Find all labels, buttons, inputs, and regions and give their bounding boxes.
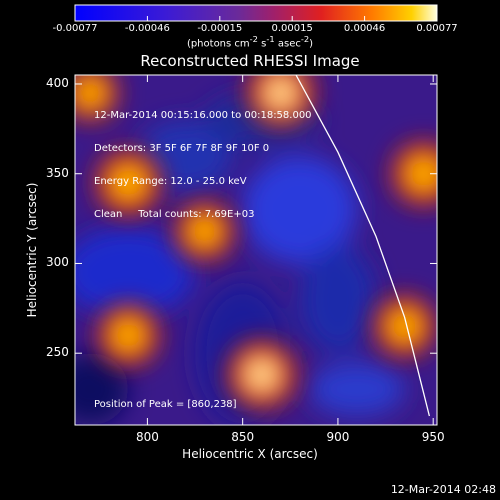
annotation-time: 12-Mar-2014 00:15:16.000 to 00:18:58.000 <box>94 110 312 121</box>
annotation-detectors: Detectors: 3F 5F 6F 7F 8F 9F 10F 0 <box>94 143 270 154</box>
colorbar-tick-label: -0.00015 <box>197 23 243 34</box>
emission-source <box>390 140 437 207</box>
background-band <box>75 353 129 425</box>
colorbar-tick-label: 0.00046 <box>343 23 386 34</box>
footer-timestamp: 12-Mar-2014 02:48 <box>390 483 496 496</box>
background-band <box>299 245 377 354</box>
background-band <box>242 155 357 264</box>
colorbar-unit: (photons cm-2 s-1 asec-2) <box>186 34 314 50</box>
emission-source <box>75 75 120 122</box>
solar-limb-curve <box>295 75 431 417</box>
colorbar-tick-label: 0.00077 <box>416 23 458 34</box>
colorbar-tick-label: -0.00046 <box>124 23 170 34</box>
x-tick-label: 950 <box>421 430 445 444</box>
background-band <box>75 227 196 318</box>
annotation-clean: Clean Total counts: 7.69E+03 <box>94 209 255 220</box>
emission-source <box>174 200 235 262</box>
y-tick-label: 350 <box>46 165 69 180</box>
background-band <box>137 119 234 192</box>
x-tick-label: 800 <box>135 430 159 444</box>
emission-source <box>245 75 317 129</box>
y-axis-label: Heliocentric Y (arcsec) <box>25 182 39 318</box>
chart-title: Reconstructed RHESSI Image <box>140 52 360 70</box>
y-tick-label: 400 <box>46 75 69 90</box>
x-axis-label: Heliocentric X (arcsec) <box>182 447 318 461</box>
y-tick-label: 250 <box>46 345 69 360</box>
emission-source <box>372 294 437 359</box>
annotation-peak: Position of Peak = [860,238] <box>94 399 237 410</box>
y-tick-label: 300 <box>46 255 69 270</box>
x-tick-label: 850 <box>231 430 255 444</box>
annotation-energy: Energy Range: 12.0 - 25.0 keV <box>94 176 247 187</box>
x-tick-label: 900 <box>326 430 350 444</box>
colorbar-tick-label: -0.00077 <box>52 23 98 34</box>
colorbar-tick-label: 0.00015 <box>271 23 313 34</box>
plot-frame <box>74 74 438 426</box>
emission-source <box>225 338 298 411</box>
emission-source <box>94 148 163 217</box>
background-band <box>309 362 405 417</box>
emission-source <box>96 303 161 368</box>
colorbar-gradient <box>74 4 438 22</box>
colorbar <box>74 4 438 22</box>
